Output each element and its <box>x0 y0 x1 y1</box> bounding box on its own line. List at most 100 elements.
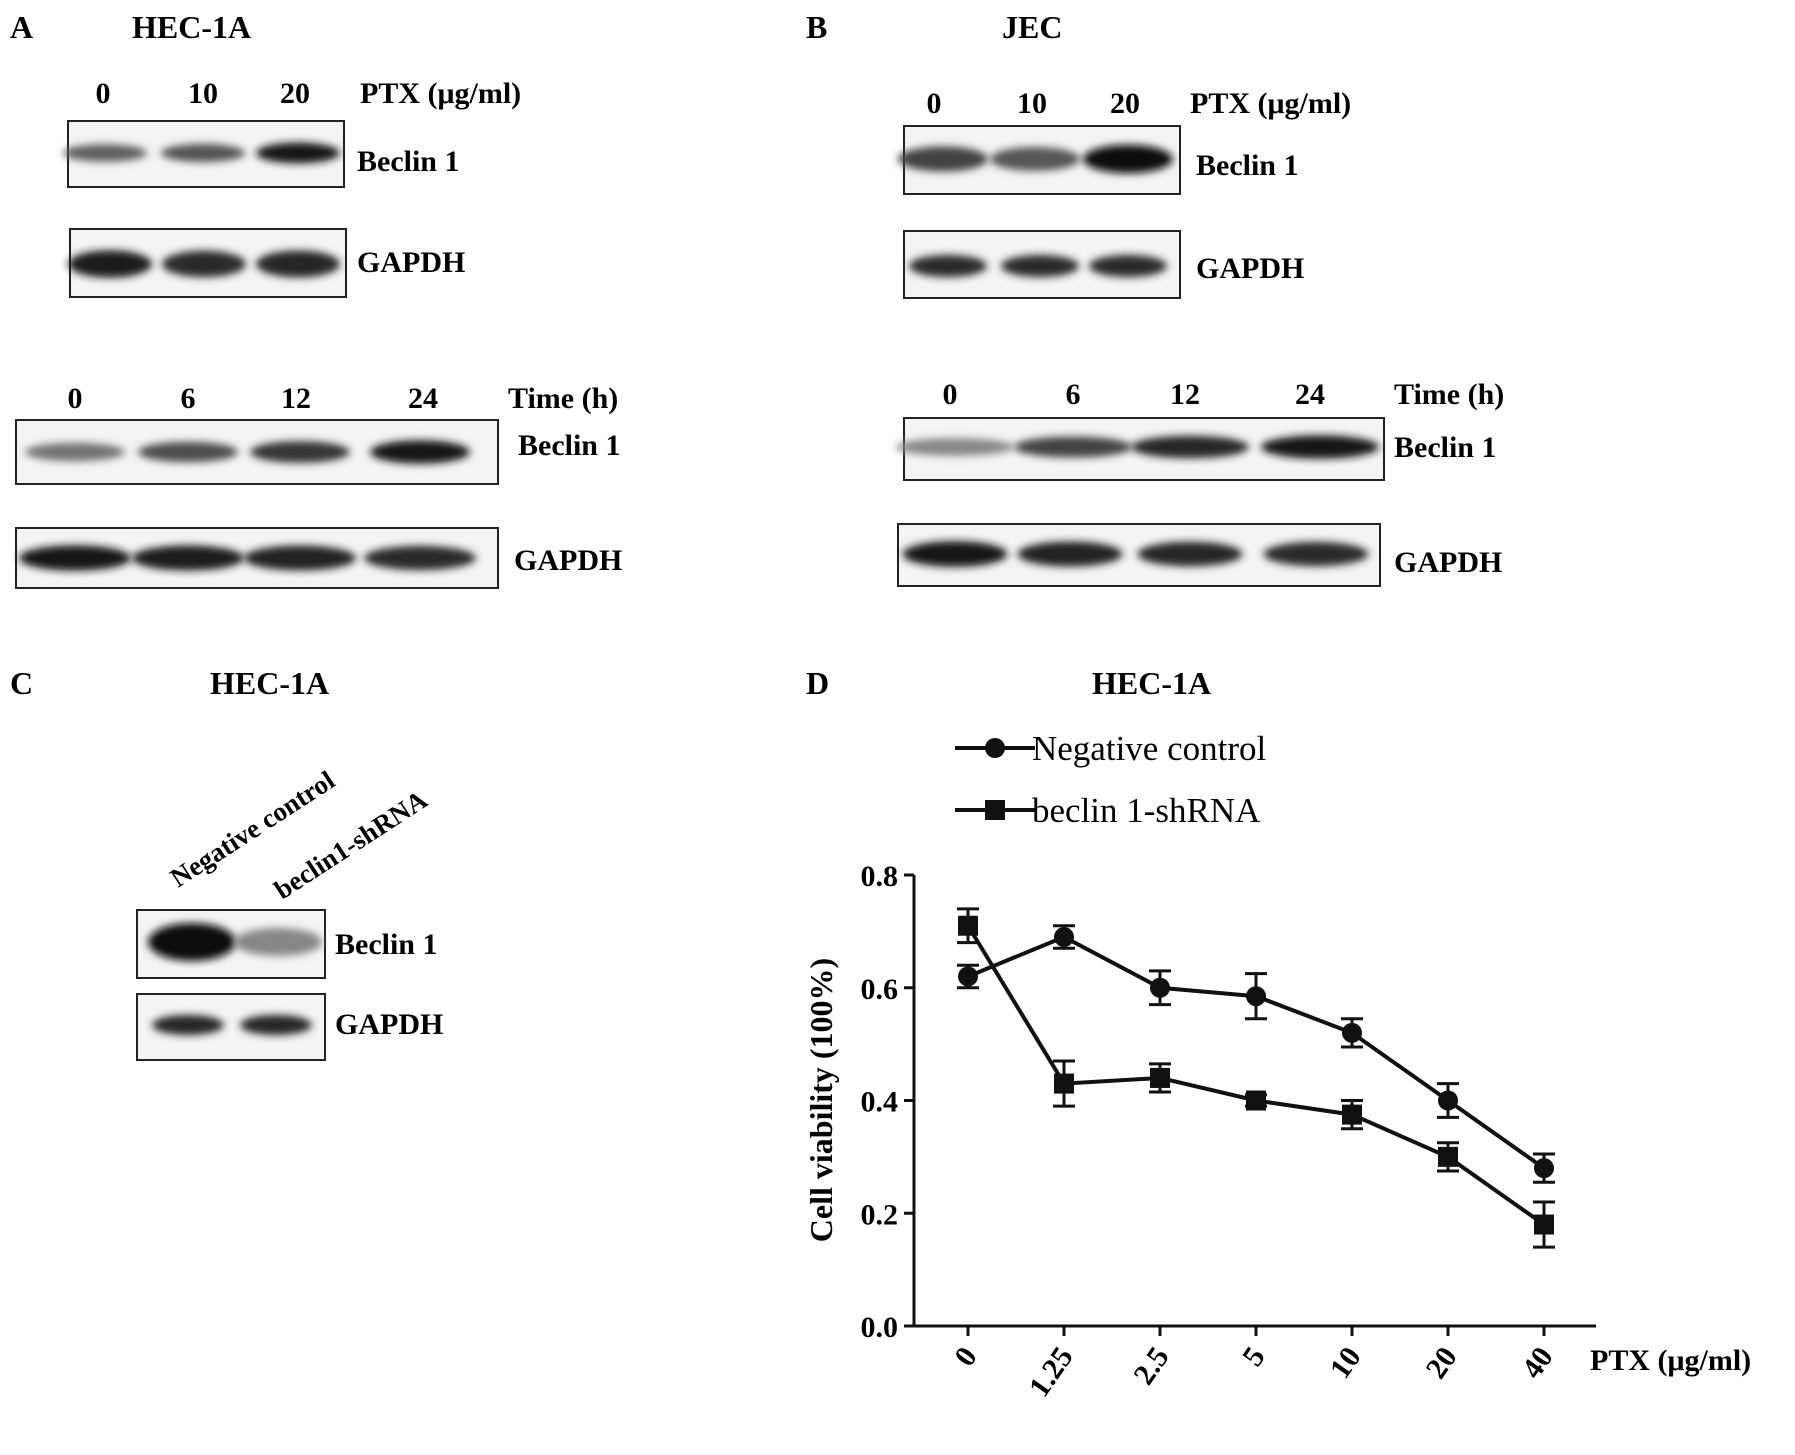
panel-b: B JEC 0 10 20 PTX (μg/ml) Beclin 1 GAPDH… <box>806 9 1504 587</box>
panel-d: D HEC-1A Negative control beclin 1-shRNA… <box>803 665 1751 1403</box>
chart-legend: Negative control beclin 1-shRNA <box>955 729 1266 830</box>
panel-a-title: HEC-1A <box>132 9 251 45</box>
y-tick-label: 0.6 <box>861 973 899 1006</box>
lane-label: 24 <box>408 382 438 415</box>
lane-label: 6 <box>1066 378 1081 411</box>
y-tick-label: 0.0 <box>861 1311 899 1344</box>
blot-band <box>1263 541 1369 567</box>
lane-label: 0 <box>68 382 83 415</box>
lane-label: 10 <box>188 77 218 110</box>
y-axis-title: Cell viability (100%) <box>803 958 839 1242</box>
blot-band <box>234 928 322 956</box>
y-tick-label: 0.2 <box>861 1198 899 1231</box>
blot-band <box>896 438 1014 456</box>
x-tick-label: 2.5 <box>1127 1341 1176 1391</box>
band-row-beclin <box>898 144 1173 174</box>
band-row-beclin <box>148 922 322 962</box>
lane-label: 20 <box>1110 87 1140 120</box>
band-row-gapdh <box>19 545 476 571</box>
band-label-gapdh: GAPDH <box>335 1008 443 1041</box>
blot-band <box>250 441 350 463</box>
condition-label: PTX (μg/ml) <box>360 77 521 110</box>
x-tick-label: 10 <box>1323 1341 1367 1385</box>
blot-band <box>162 250 246 278</box>
y-tick-label: 0.8 <box>861 860 899 893</box>
band-row-beclin <box>25 440 470 464</box>
blot-band <box>1017 541 1123 567</box>
blot-band <box>68 250 152 278</box>
y-tick-group: 0.0 0.2 0.4 0.6 0.8 <box>861 860 914 1344</box>
data-point <box>1054 1073 1074 1094</box>
blot-band <box>1137 541 1243 567</box>
band-label-beclin: Beclin 1 <box>518 429 621 462</box>
band-label-gapdh: GAPDH <box>1196 252 1304 285</box>
lane-label: 0 <box>927 87 942 120</box>
lane-label: 20 <box>280 77 310 110</box>
x-tick-label: 40 <box>1515 1341 1559 1385</box>
band-row-beclin <box>63 142 340 164</box>
blot-band <box>1131 435 1249 459</box>
lane-label: 0 <box>96 77 111 110</box>
x-axis-title: PTX (μg/ml) <box>1590 1344 1751 1377</box>
band-label-gapdh: GAPDH <box>1394 546 1502 579</box>
blot-band <box>148 922 236 962</box>
blot-band <box>244 545 356 571</box>
lane-label: 12 <box>1170 378 1200 411</box>
data-point <box>1246 986 1266 1007</box>
x-tick-label: 0 <box>948 1341 984 1372</box>
data-point <box>958 966 978 987</box>
x-tick-label: 1.25 <box>1023 1341 1080 1403</box>
blot-band <box>990 147 1080 171</box>
data-point <box>1438 1090 1458 1111</box>
panel-c-letter: C <box>10 665 33 701</box>
data-point <box>1342 1104 1362 1125</box>
blot-band <box>256 142 340 164</box>
lane-label: 24 <box>1295 378 1325 411</box>
panel-b-title: JEC <box>1002 9 1062 45</box>
chart-title: HEC-1A <box>1092 665 1211 701</box>
y-tick-label: 0.4 <box>861 1086 899 1119</box>
blot-band <box>138 441 238 463</box>
panel-a-letter: A <box>10 9 33 45</box>
data-point <box>1150 1067 1170 1088</box>
blot-band <box>1089 254 1167 278</box>
x-tick-label: 5 <box>1236 1341 1272 1372</box>
band-label-gapdh: GAPDH <box>357 246 465 279</box>
legend-square-marker <box>985 800 1005 820</box>
legend-circle-marker <box>985 738 1005 758</box>
legend-label-negative-control: Negative control <box>1032 729 1266 768</box>
blot-band <box>63 144 147 162</box>
blot-band <box>898 146 988 172</box>
x-tick-group: 0 1.25 2.5 5 10 20 40 <box>948 1326 1560 1403</box>
condition-label: Time (h) <box>508 382 618 415</box>
blot-band <box>1261 435 1379 459</box>
blot-band <box>161 143 245 163</box>
blot-band <box>1001 254 1079 278</box>
panel-b-letter: B <box>806 9 827 45</box>
data-point <box>1534 1214 1554 1235</box>
data-point <box>1438 1146 1458 1167</box>
blot-band <box>152 1014 224 1036</box>
condition-label: Time (h) <box>1394 378 1504 411</box>
panel-c-title: HEC-1A <box>210 665 329 701</box>
band-row-gapdh <box>909 254 1167 278</box>
series-layer <box>957 907 1555 1249</box>
lane-label: 0 <box>943 378 958 411</box>
chart-axes: Cell viability (100%) PTX (μg/ml) <box>803 875 1751 1377</box>
x-tick-label: 20 <box>1419 1341 1463 1385</box>
data-point <box>1534 1158 1554 1179</box>
band-label-beclin: Beclin 1 <box>335 928 438 961</box>
panel-d-letter: D <box>806 665 829 701</box>
data-point <box>1150 977 1170 998</box>
series-line <box>967 934 1546 1170</box>
panel-c: C HEC-1A Negative control beclin1-shRNA … <box>10 665 443 1061</box>
data-point <box>1246 1090 1266 1111</box>
panel-a: A HEC-1A 0 10 20 PTX (μg/ml) Beclin 1 GA… <box>10 9 622 589</box>
band-label-beclin: Beclin 1 <box>1394 431 1497 464</box>
condition-label: PTX (μg/ml) <box>1190 87 1351 120</box>
data-point <box>1054 927 1074 948</box>
legend-label-beclin-shrna: beclin 1-shRNA <box>1032 791 1261 830</box>
blot-band <box>19 545 131 571</box>
band-row-gapdh <box>902 541 1369 567</box>
